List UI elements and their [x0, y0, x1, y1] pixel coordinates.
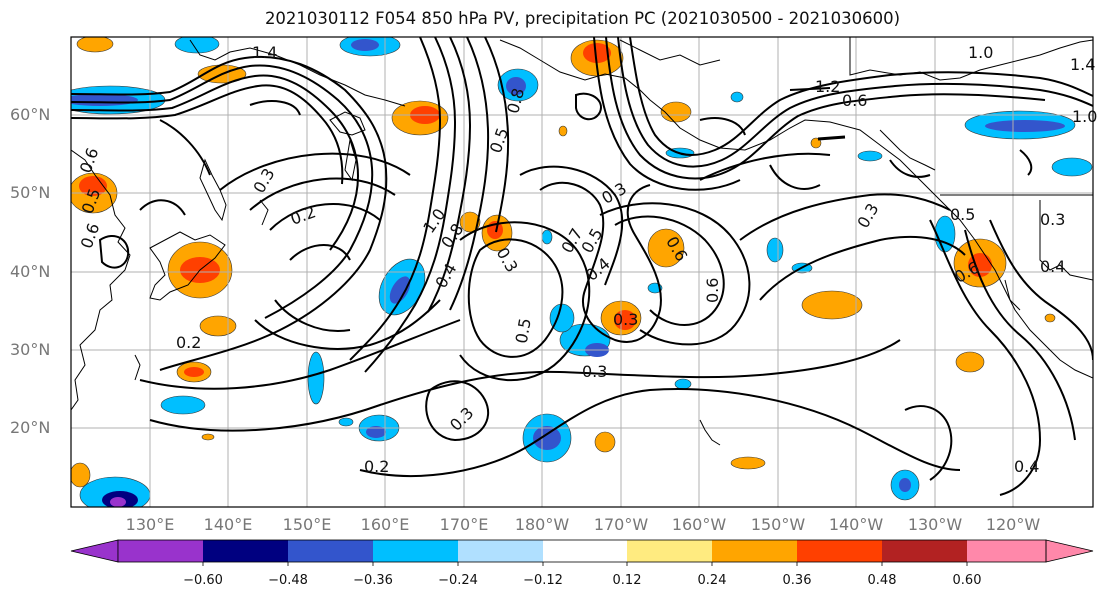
colorbar-tick-label: 0.60	[952, 573, 982, 588]
colorbar-segment	[288, 540, 373, 562]
lon-label: 160°E	[360, 515, 410, 534]
colorbar-segment	[543, 540, 627, 562]
lon-label: 180°W	[514, 515, 570, 534]
contour-label: 0.4	[1014, 457, 1039, 476]
colorbar-segment	[118, 540, 203, 562]
contour-label: 0.5	[512, 317, 535, 345]
lon-label: 170°E	[439, 515, 489, 534]
colorbar-segment	[458, 540, 543, 562]
lat-label: 50°N	[10, 183, 51, 202]
colorbar-tick-label: −0.24	[438, 573, 478, 588]
lat-label: 20°N	[10, 418, 51, 437]
contour-label: 1.4	[1070, 55, 1095, 74]
contour-label: 0.5	[950, 205, 975, 224]
colorbar-tick-label: −0.36	[353, 573, 393, 588]
colorbar-segment	[797, 540, 882, 562]
colorbar	[70, 539, 1094, 566]
contour-label: 0.3	[613, 310, 638, 329]
contour-label: 1.4	[252, 43, 277, 62]
lat-label: 40°N	[10, 262, 51, 281]
contour-label: 0.6	[703, 278, 722, 303]
contour-label: 0.4	[1040, 257, 1065, 276]
lon-label: 150°E	[282, 515, 332, 534]
colorbar-segment	[627, 540, 712, 562]
colorbar-tick-label: −0.12	[523, 573, 563, 588]
contour-label: 0.6	[842, 91, 867, 110]
colorbar-tick-label: 0.24	[697, 573, 727, 588]
lon-label: 130°W	[907, 515, 963, 534]
lon-label: 150°W	[750, 515, 806, 534]
map-title: 2021030112 F054 850 hPa PV, precipitatio…	[264, 9, 901, 28]
contour-label: 0.2	[176, 333, 201, 352]
contour-label: 1.2	[815, 77, 840, 96]
colorbar-tick-label: −0.60	[183, 573, 223, 588]
contour-label: 1.0	[1072, 107, 1097, 126]
lon-label: 140°W	[828, 515, 884, 534]
lon-label: 160°W	[671, 515, 727, 534]
lon-label: 120°W	[985, 515, 1041, 534]
colorbar-segment	[712, 540, 797, 562]
pv-contours	[71, 37, 1093, 496]
lon-label: 170°W	[593, 515, 649, 534]
map-frame	[70, 36, 1094, 508]
graticule	[71, 37, 1093, 507]
contour-label: 0.3	[1040, 210, 1065, 229]
colorbar-extend-min	[70, 539, 119, 563]
colorbar-tick-label: −0.48	[268, 573, 308, 588]
colorbar-extend-max	[1045, 539, 1094, 563]
colorbar-segment	[882, 540, 967, 562]
lat-label: 60°N	[10, 105, 51, 124]
colorbar-tick-label: 0.36	[782, 573, 812, 588]
contour-label: 1.0	[968, 43, 993, 62]
precip-positive-areas	[71, 37, 1056, 488]
lon-label: 130°E	[125, 515, 175, 534]
colorbar-tick-label: 0.12	[612, 573, 642, 588]
contour-label: 0.3	[582, 362, 607, 381]
colorbar-segment	[203, 540, 288, 562]
lat-label: 30°N	[10, 340, 51, 359]
colorbar-segment	[373, 540, 458, 562]
lon-label: 140°E	[203, 515, 253, 534]
colorbar-segment	[967, 540, 1046, 562]
contour-label: 0.2	[364, 457, 389, 476]
coastlines	[71, 37, 1093, 446]
colorbar-tick-label: 0.48	[867, 573, 897, 588]
